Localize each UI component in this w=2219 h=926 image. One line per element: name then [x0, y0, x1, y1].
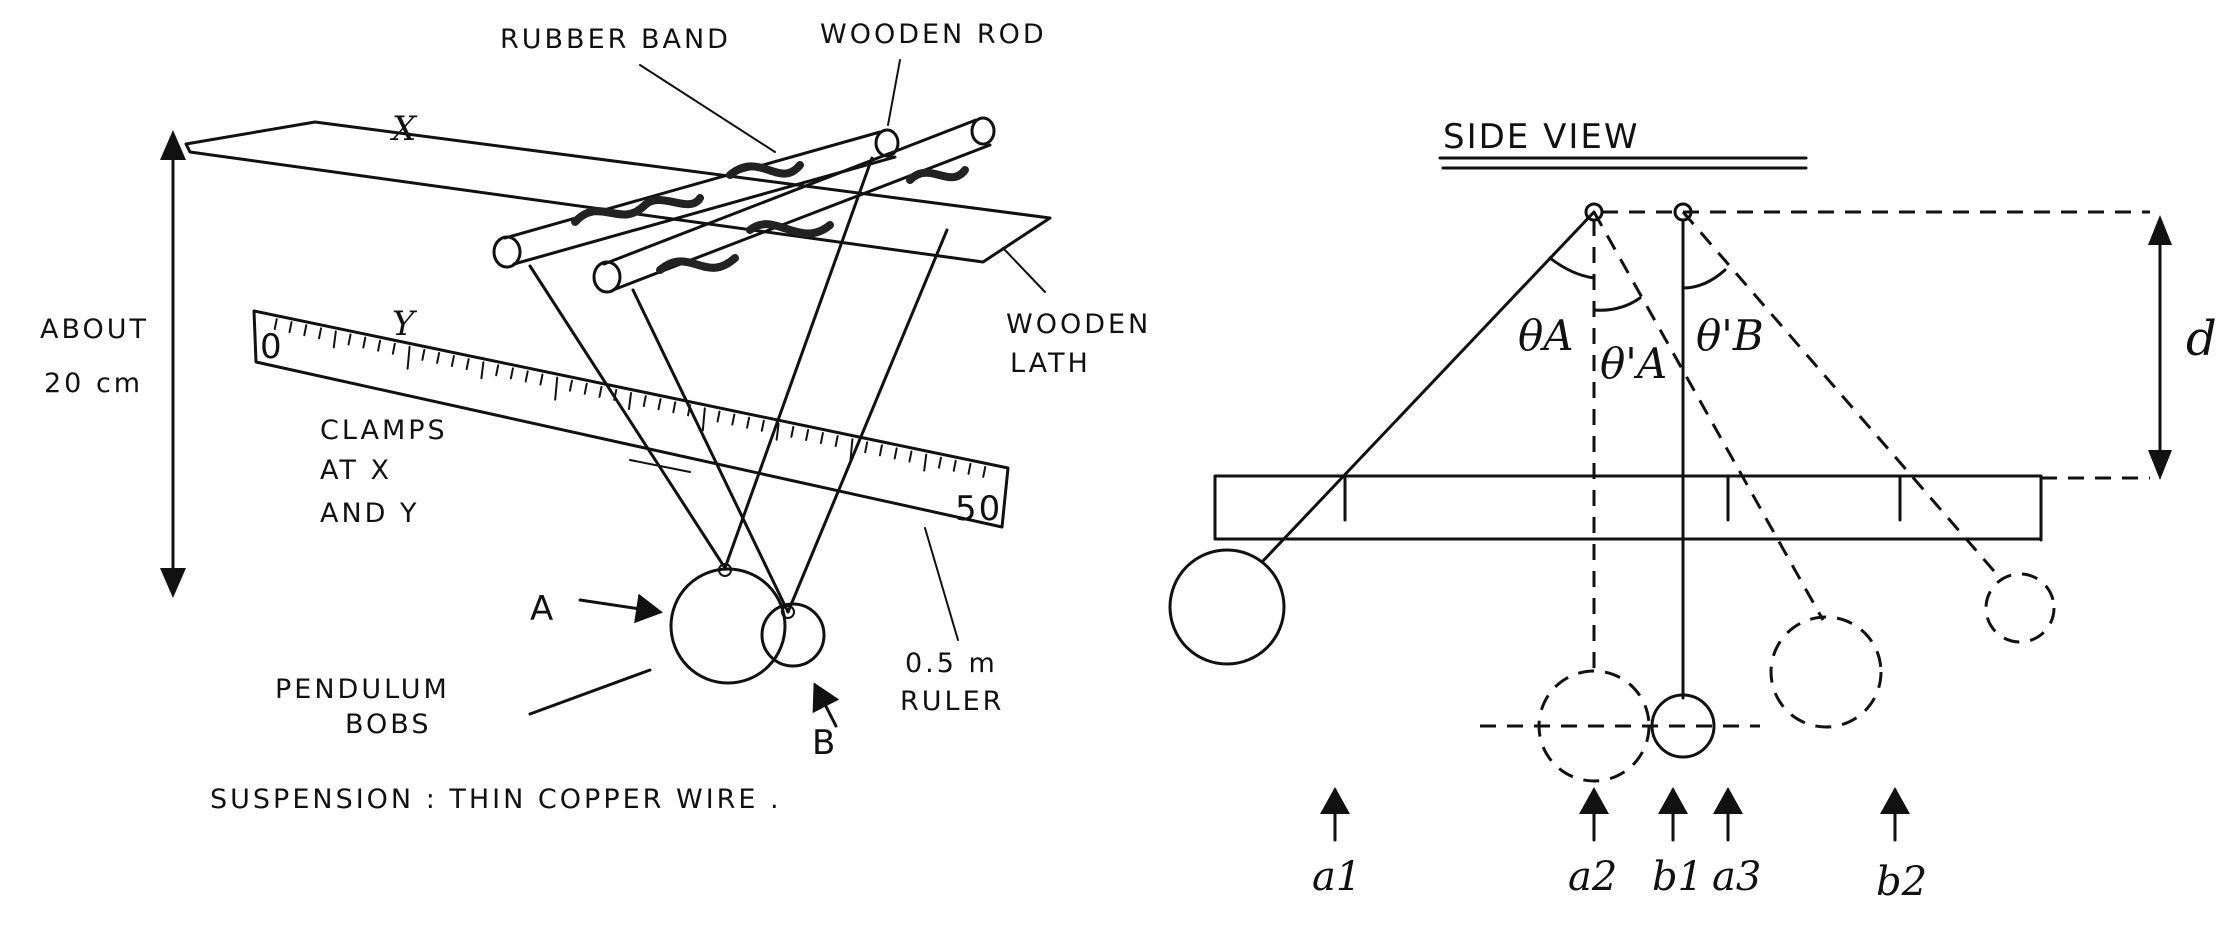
ruler-tick [568, 379, 573, 392]
clamps-label-2: AT X [320, 455, 392, 486]
ruler-tick [716, 410, 721, 423]
bob-a-displaced [1168, 548, 1286, 666]
perspective-view: 0 50 RUBBER BAND WOODEN ROD X [40, 19, 1151, 815]
ruler-tick [672, 401, 677, 414]
suspension-wires [528, 156, 949, 614]
ruler-tick [805, 428, 810, 441]
theta-b-prime-label: θ'B [1696, 311, 1764, 360]
string-a-displaced [1260, 210, 1596, 564]
ruler-tick [790, 425, 795, 438]
ruler-tick [834, 435, 839, 448]
ruler-tick [937, 456, 942, 469]
theta-a-arc [1548, 256, 1596, 280]
ruler-tick [288, 321, 293, 334]
ruler-tick [598, 385, 603, 398]
ruler-tick [878, 444, 883, 457]
ruler-tick [391, 342, 396, 355]
wooden-rod-label: WOODEN ROD [820, 19, 1047, 50]
about-value: 20 cm [44, 368, 143, 399]
ruler-tick [539, 373, 544, 386]
ruler-word-label: RULER [900, 686, 1004, 717]
ruler-tick [628, 392, 632, 410]
ruler-tick [952, 459, 957, 472]
x-clamp-mark: X [389, 109, 418, 149]
bob-b-rest [1650, 693, 1716, 759]
ruler-tick [982, 465, 987, 478]
height-d-label: d [2186, 311, 2217, 367]
ruler-tick [332, 330, 337, 349]
bob-a-rest [1537, 669, 1651, 783]
theta-b-prime-arc [1681, 268, 1727, 290]
about-label: ABOUT [40, 314, 149, 345]
ruler-tick [362, 336, 367, 349]
side-ruler [1213, 474, 2043, 541]
suspension-note: SUSPENSION : THIN COPPER WIRE . [210, 784, 782, 815]
ruler-zero-label: 0 [260, 327, 284, 367]
clamps-label-3: AND Y [320, 498, 420, 529]
ruler-fifty-label: 50 [955, 489, 1002, 529]
bob-b-after [1984, 572, 2056, 644]
ruler-tick [893, 447, 898, 460]
ruler-tick [923, 453, 928, 472]
ruler-tick [318, 327, 323, 340]
ruler-tick [273, 318, 278, 331]
theta-a-label: θA [1518, 311, 1574, 360]
y-clamp-mark: Y [392, 304, 418, 344]
ruler-tick [406, 345, 411, 370]
ruler-tick [303, 324, 308, 337]
bob-a-after [1769, 615, 1883, 729]
ruler-tick [421, 348, 426, 361]
pendulum-label: PENDULUM [275, 674, 450, 705]
ruler-tick [657, 398, 662, 411]
theta-a-prime-label: θ'A [1600, 339, 1667, 388]
ruler-tick [583, 382, 588, 395]
ruler-tick [377, 339, 382, 352]
ruler-tick [819, 432, 824, 445]
wooden-label: WOODEN [1006, 309, 1151, 340]
position-a3: a3 [1712, 854, 1761, 900]
ruler-tick [864, 441, 869, 454]
ruler-tick [967, 462, 972, 475]
wooden-lath [184, 120, 1052, 264]
position-a2: a2 [1568, 854, 1617, 900]
ruler-tick [908, 450, 913, 463]
ruler-tick [465, 358, 470, 371]
rubber-band-label: RUBBER BAND [500, 24, 731, 55]
side-view: SIDE VIEW [1168, 117, 2217, 905]
bob-a [669, 567, 787, 685]
position-a1: a1 [1312, 854, 1361, 900]
ruler-tick [347, 333, 352, 346]
ruler-tick [524, 370, 529, 383]
side-view-title: SIDE VIEW [1443, 117, 1639, 157]
theta-a-prime-arc [1592, 296, 1642, 312]
position-arrows [1320, 787, 1910, 842]
ruler-tick [760, 419, 765, 432]
ruler-tick [509, 367, 514, 380]
ruler-tick [450, 355, 455, 368]
ruler-tick [701, 407, 706, 432]
position-b1: b1 [1652, 854, 1703, 900]
ruler-tick [775, 422, 780, 441]
ruler-tick [495, 364, 500, 377]
lath-label: LATH [1010, 348, 1091, 379]
ruler-size-label: 0.5 m [905, 648, 998, 679]
ruler-tick [642, 395, 647, 408]
position-b2: b2 [1876, 859, 1927, 905]
bob-a-label: A [530, 589, 555, 629]
ruler-tick [731, 413, 736, 426]
ruler-tick [746, 416, 751, 429]
ruler-tick [480, 361, 485, 380]
metre-ruler: 0 50 [252, 309, 1010, 529]
ruler-tick [436, 351, 441, 364]
bob-b-label: B [812, 723, 837, 763]
bobs-label: BOBS [345, 709, 432, 740]
bob-b [760, 602, 826, 668]
clamps-label-1: CLAMPS [320, 415, 448, 446]
wooden-rods [492, 116, 996, 294]
ruler-tick [554, 376, 559, 401]
rubber-bands [571, 161, 969, 274]
